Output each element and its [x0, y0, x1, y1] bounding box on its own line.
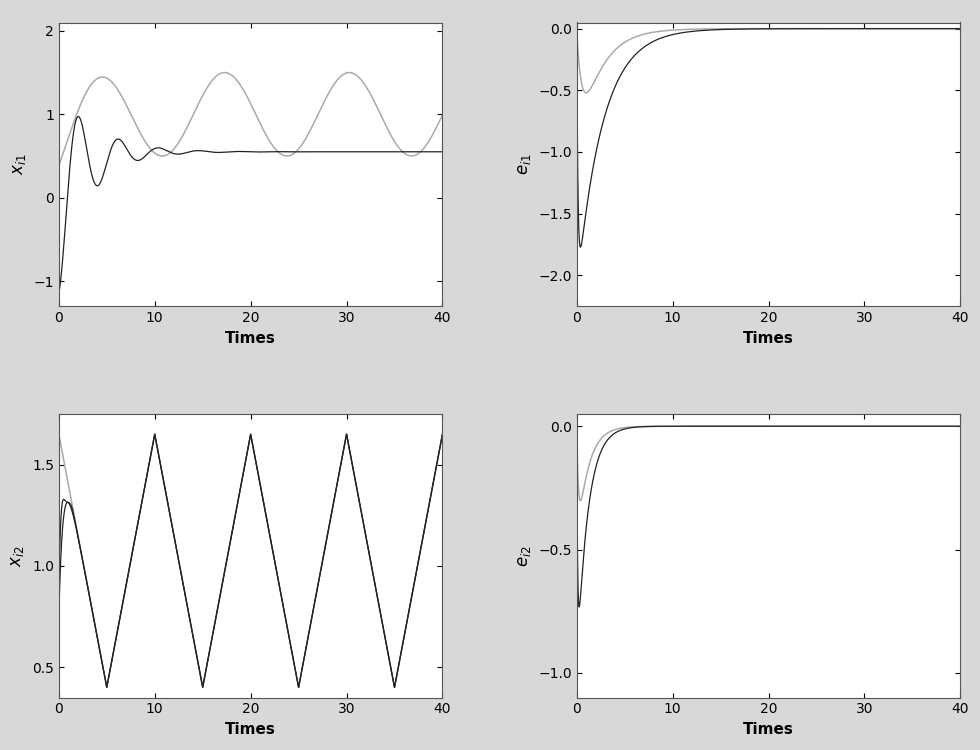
X-axis label: Times: Times	[225, 331, 276, 346]
X-axis label: Times: Times	[743, 331, 794, 346]
Y-axis label: $x_{i1}$: $x_{i1}$	[10, 153, 27, 176]
Y-axis label: $e_{i1}$: $e_{i1}$	[514, 154, 533, 176]
Y-axis label: $e_{i2}$: $e_{i2}$	[514, 544, 533, 566]
Y-axis label: $x_{i2}$: $x_{i2}$	[9, 544, 26, 566]
X-axis label: Times: Times	[225, 722, 276, 737]
X-axis label: Times: Times	[743, 722, 794, 737]
